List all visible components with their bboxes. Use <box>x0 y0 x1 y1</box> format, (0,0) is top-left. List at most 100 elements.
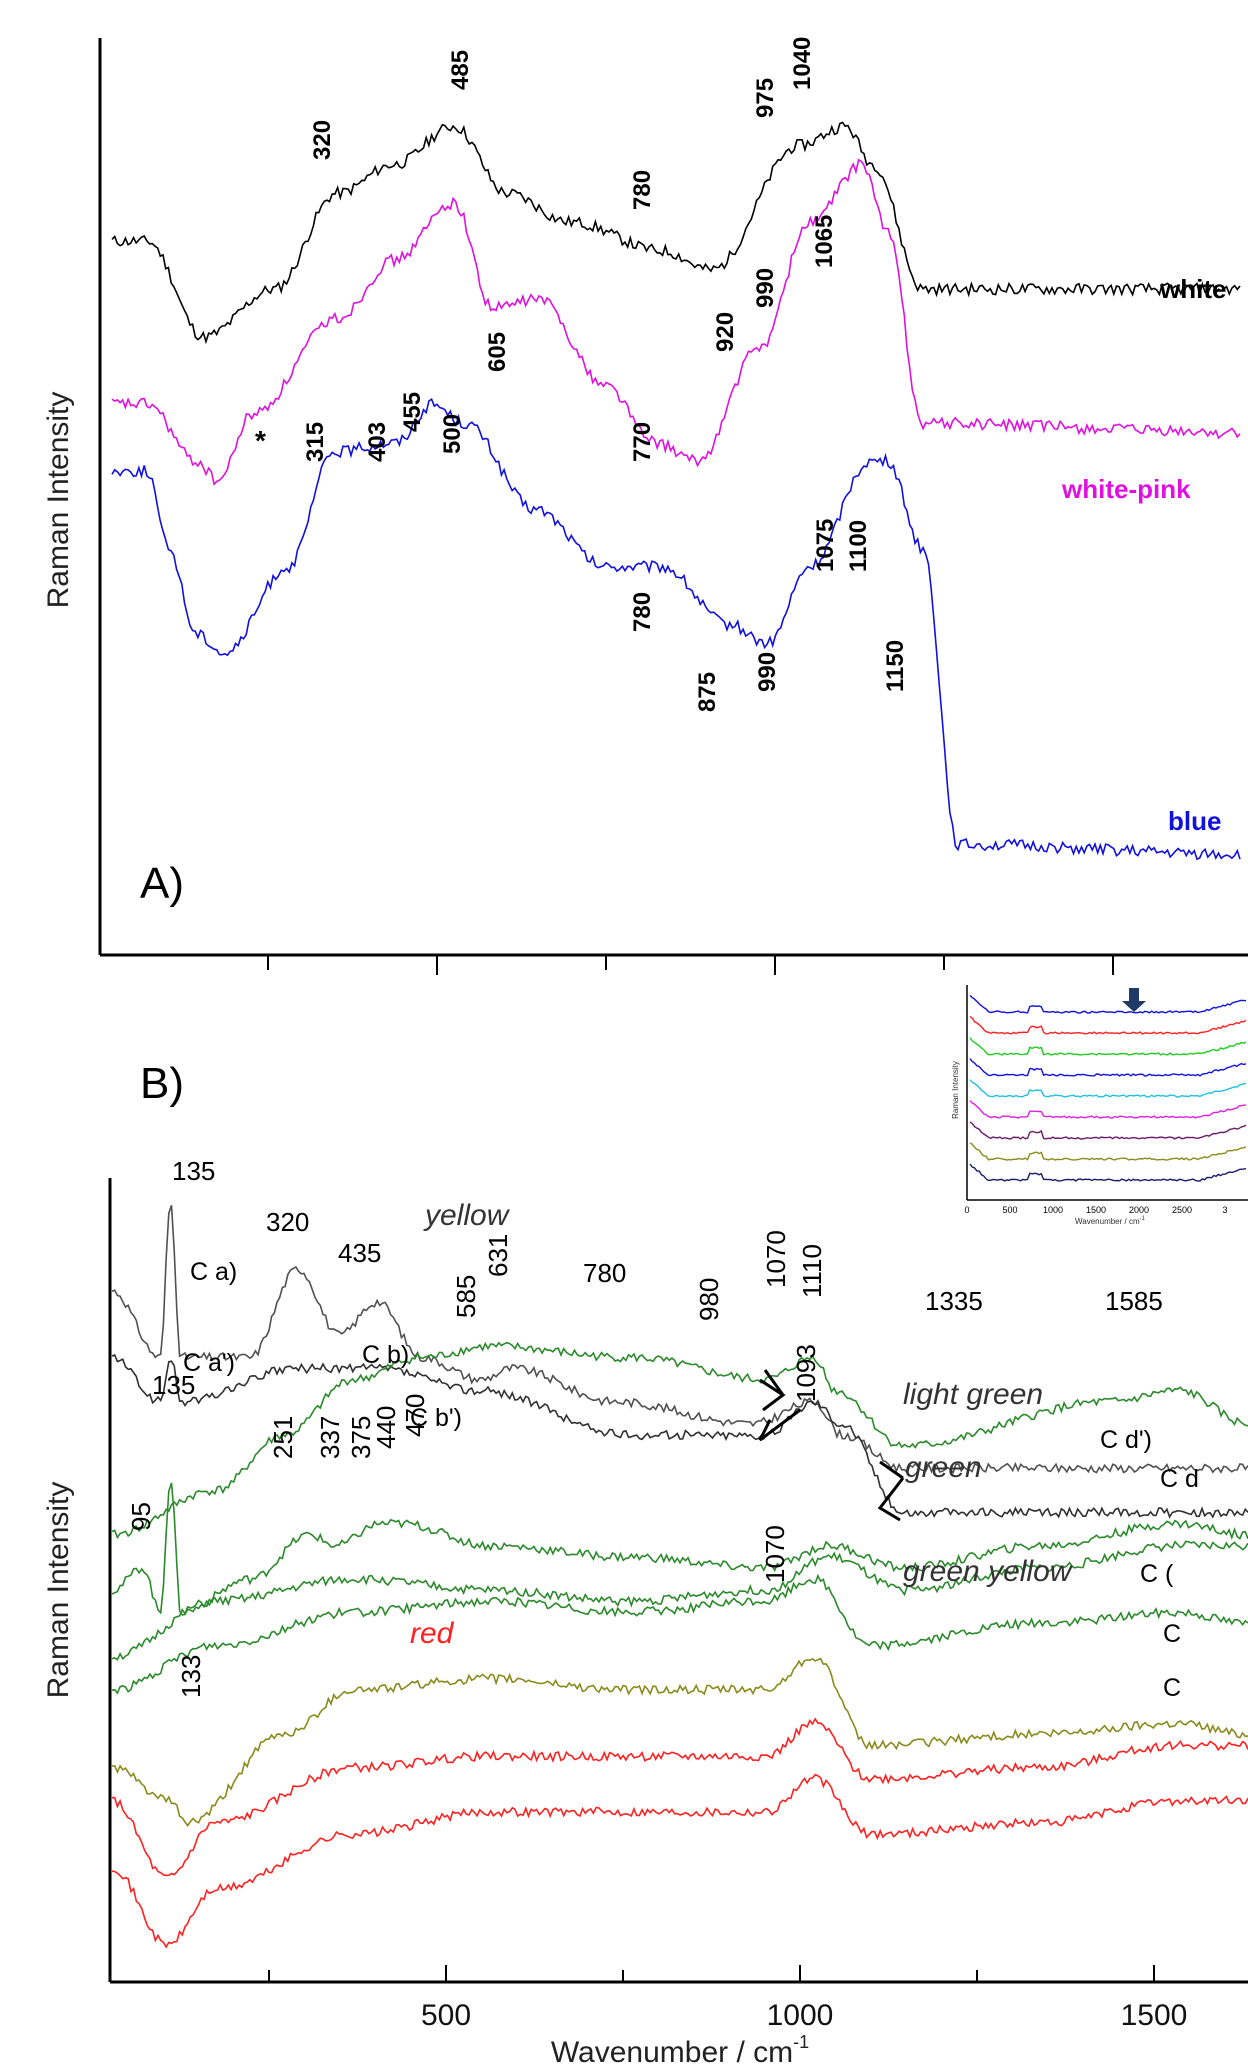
peak-label: 470 <box>400 1394 430 1437</box>
spectrum-red-1 <box>111 1717 1248 1877</box>
inset-spectrum <box>969 1058 1247 1077</box>
inset-curves <box>969 994 1247 1182</box>
peak-label: 133 <box>176 1655 206 1698</box>
peak-label: 920 <box>712 312 739 352</box>
peak-label: 631 <box>483 1234 513 1277</box>
peak-label: 1335 <box>925 1286 983 1316</box>
peak-label: 980 <box>694 1278 724 1321</box>
spectrum-light-green-b <box>111 1341 1248 1540</box>
inset-spectrum <box>969 1100 1247 1119</box>
peak-label: 1110 <box>797 1244 827 1298</box>
inset-spectrum <box>969 1037 1247 1056</box>
peak-label: 403 <box>364 422 391 462</box>
inset-tick: 2500 <box>1172 1205 1192 1215</box>
inset-tick: 3 <box>1222 1205 1227 1215</box>
panel-a-x-ticks <box>267 955 1114 975</box>
spectrum-light-green-b-prime <box>111 1482 1248 1616</box>
inset-spectrum <box>969 994 1246 1014</box>
inset-xlabel-sup: -1 <box>1140 1216 1146 1222</box>
curve-label: C a) <box>190 1258 237 1286</box>
panel-b-label: B) <box>140 1059 184 1108</box>
peak-label: 95 <box>126 1502 156 1531</box>
peak-label: 320 <box>309 120 336 160</box>
panel-a: Raman Intensity A) white white-pink blue… <box>42 37 1248 975</box>
panel-b-xlabel: Wavenumber / cm-1 <box>551 2032 809 2066</box>
peak-label: 337 <box>315 1416 345 1459</box>
peak-label: 1585 <box>1105 1286 1163 1316</box>
curve-label: C <box>1163 1674 1181 1702</box>
peak-label: 375 <box>346 1416 376 1459</box>
peak-label: 435 <box>338 1238 381 1268</box>
peak-label: 780 <box>629 170 656 210</box>
peak-label: 1070 <box>760 1525 790 1583</box>
inset-tick: 2000 <box>1129 1205 1149 1215</box>
panel-b: B) 500 1000 1500 Wavenumber / cm-1 Raman… <box>42 980 1248 2066</box>
series-label-white: white <box>1159 274 1226 304</box>
inset-spectrum <box>969 1015 1247 1035</box>
curve-label: C d <box>1160 1465 1199 1493</box>
peak-label: 1150 <box>882 640 909 692</box>
peak-label: 605 <box>484 332 511 372</box>
x-tick-1500: 1500 <box>1121 1999 1188 2032</box>
group-label-yellow: yellow <box>423 1199 511 1232</box>
peak-label: 135 <box>172 1156 215 1186</box>
xlabel-sup: -1 <box>793 2032 809 2052</box>
x-tick-500: 500 <box>421 1999 471 2032</box>
spectrum-white-pink <box>111 158 1241 486</box>
panel-a-ylabel: Raman Intensity <box>42 392 75 609</box>
peak-label: 1075 <box>812 519 839 572</box>
peak-label: 320 <box>266 1207 309 1237</box>
inset-ylabel: Raman Intensity <box>951 1061 960 1119</box>
zigzag-arrow-light-green <box>758 1369 801 1442</box>
peak-label: 455 <box>399 392 426 432</box>
group-label-green-yellow: green yellow <box>903 1555 1074 1588</box>
peak-label: 440 <box>371 1406 401 1449</box>
group-label-green: green <box>905 1451 982 1484</box>
peak-label: 990 <box>752 268 779 308</box>
inset-spectrum <box>969 1121 1247 1140</box>
peak-label: 485 <box>447 50 474 90</box>
curve-label: C ( <box>1140 1560 1174 1588</box>
panel-b-x-ticks <box>268 1965 1155 1982</box>
peak-label: 875 <box>694 672 721 712</box>
peak-label: 1100 <box>845 520 872 572</box>
zigzag-arrow-green <box>877 1460 905 1522</box>
peak-label: 585 <box>451 1275 481 1318</box>
inset-tick: 0 <box>964 1205 969 1215</box>
peak-label: 315 <box>302 422 329 462</box>
series-label-white-pink: white-pink <box>1061 474 1191 504</box>
spectrum-blue <box>111 397 1241 861</box>
inset-tick: 500 <box>1002 1205 1017 1215</box>
panel-a-label: A) <box>140 859 184 908</box>
peak-label: 135 <box>152 1370 195 1400</box>
peak-label: 1040 <box>789 37 816 90</box>
peak-label: 1065 <box>811 215 838 268</box>
peak-label: * <box>255 425 266 456</box>
peak-label: 780 <box>629 592 656 632</box>
inset-xlabel-main: Wavenumber / cm <box>1075 1217 1140 1226</box>
peak-label: 251 <box>268 1416 298 1459</box>
peak-label: 1070 <box>761 1230 791 1288</box>
curve-label: C d') <box>1100 1426 1152 1454</box>
series-label-blue: blue <box>1168 806 1221 836</box>
curve-label: C b') <box>410 1404 462 1432</box>
x-tick-1000: 1000 <box>767 1999 834 2032</box>
spectrum-yellow-a-prime <box>111 1353 1248 1519</box>
inset-chart: Raman Intensity 0 500 1000 1500 2000 250… <box>951 980 1248 1228</box>
spectrum-green-d <box>111 1573 1248 1695</box>
spectrum-white <box>111 121 1241 345</box>
inset-arrow-icon <box>1122 988 1146 1012</box>
peak-label: 500 <box>439 414 466 454</box>
peak-label: 780 <box>583 1258 626 1288</box>
peak-label: 1093 <box>791 1344 821 1402</box>
curve-label: C a') <box>183 1349 235 1377</box>
peak-label: 975 <box>752 78 779 118</box>
curve-label: C b) <box>362 1341 409 1369</box>
spectrum-green-yellow <box>111 1657 1248 1827</box>
group-label-light-green: light green <box>903 1378 1043 1411</box>
peak-label: 990 <box>754 652 781 692</box>
inset-spectrum <box>969 1079 1247 1098</box>
inset-spectrum <box>969 1163 1247 1182</box>
spectrum-green-d-prime <box>111 1540 1248 1661</box>
